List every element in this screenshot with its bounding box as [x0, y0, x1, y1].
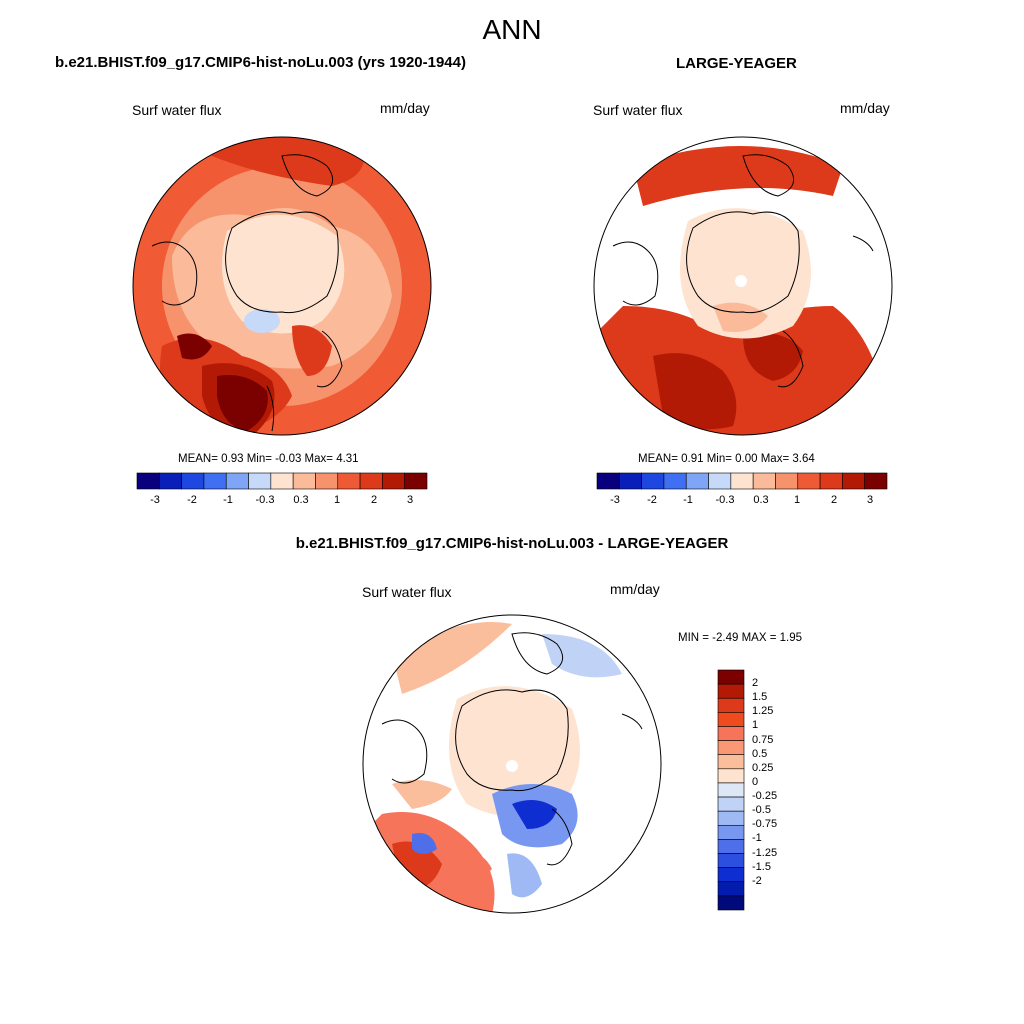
panel2-colorbar-swatch — [752, 472, 776, 490]
panel3-colorbar-swatch — [717, 824, 745, 840]
panel3-title: b.e21.BHIST.f09_g17.CMIP6-hist-noLu.003 … — [295, 535, 729, 552]
panel1-colorbar-swatch — [382, 472, 405, 490]
panel1-colorbar — [136, 472, 428, 490]
panel2-colorbar-swatch — [842, 472, 865, 490]
panel3-colorbar-swatch — [717, 853, 745, 868]
panel1-colorbar-labels: -3 -2 -1 -0.3 0.3 1 2 3 — [137, 494, 427, 510]
panel2-colorbar-swatch — [685, 472, 709, 490]
panel3-colorbar-swatch — [717, 810, 745, 826]
panel1-colorbar-tick-label: 3 — [406, 494, 414, 506]
panel3-colorbar-swatch — [717, 839, 745, 854]
panel2-colorbar-tick-label: 3 — [866, 494, 874, 506]
panel3-stats: MIN = -2.49 MAX = 1.95 — [678, 632, 803, 644]
panel3-colorbar-tick-label: -0.75 — [752, 818, 778, 831]
panel3-polar-map — [362, 614, 662, 914]
panel3-colorbar-swatch — [717, 796, 745, 812]
panel1-title: b.e21.BHIST.f09_g17.CMIP6-hist-noLu.003 … — [55, 54, 466, 71]
panel2-colorbar-swatch — [730, 472, 754, 490]
panel3-colorbar-swatch — [717, 754, 745, 770]
panel1-colorbar-tick-label: -3 — [150, 494, 160, 506]
panel3-colorbar-tick-label: -2 — [752, 874, 762, 887]
panel2-colorbar-tick-label: 1 — [793, 494, 801, 506]
panel3-colorbar-swatch — [717, 697, 745, 713]
panel3-colorbar — [717, 669, 745, 911]
panel3-colorbar-tick-label: 0.25 — [752, 761, 774, 774]
panel3-colorbar-tick-label: 1.25 — [752, 705, 774, 718]
panel3-colorbar-swatch — [717, 712, 745, 727]
panel2-colorbar-swatch — [708, 472, 732, 490]
panel3-colorbar-swatch — [717, 740, 745, 756]
panel3-colorbar-swatch — [717, 683, 745, 699]
panel2-colorbar-labels: -3 -2 -1 -0.3 0.3 1 2 3 — [597, 494, 887, 510]
panel2-colorbar-tick-label: -2 — [647, 494, 657, 506]
panel1-polar-map — [132, 136, 432, 436]
panel2-colorbar-swatch — [641, 472, 665, 490]
panel3-colorbar-labels: 2 1.5 1.25 1 0.75 0.5 0.25 0 -0.25 -0.5 -0.75 -1 -1.… — [752, 670, 812, 910]
panel3-colorbar-tick-label: 1 — [752, 719, 759, 732]
panel1-colorbar-swatch — [248, 472, 272, 490]
panel2-colorbar-swatch — [619, 472, 642, 490]
panel2-title: LARGE-YEAGER — [676, 55, 797, 72]
panel3-colorbar-tick-label: -0.25 — [752, 790, 778, 803]
panel3-colorbar-swatch — [717, 867, 745, 883]
panel2-colorbar-swatch — [864, 472, 888, 490]
panel3-colorbar-tick-label: 0 — [752, 775, 759, 788]
panel3-colorbar-tick-label: 0.75 — [752, 733, 774, 746]
panel2-colorbar-swatch — [775, 472, 799, 490]
panel2-colorbar-swatch — [797, 472, 821, 490]
panel2-colorbar-tick-label: -0.3 — [715, 494, 735, 506]
panel1-colorbar-swatch — [337, 472, 361, 490]
panel3-colorbar-swatch — [717, 895, 745, 911]
panel1-colorbar-swatch — [136, 472, 160, 490]
panel2-colorbar-swatch — [819, 472, 843, 490]
panel1-colorbar-swatch — [159, 472, 182, 490]
panel1-colorbar-swatch — [225, 472, 249, 490]
panel3-colorbar-swatch — [717, 726, 745, 741]
panel2-colorbar-tick-label: 2 — [830, 494, 838, 506]
panel3-colorbar-tick-label: -1 — [752, 832, 762, 845]
panel3-colorbar-swatch — [717, 881, 745, 897]
panel1-stats: MEAN= 0.93 Min= -0.03 Max= 4.31 — [178, 453, 359, 465]
panel3-units-label: mm/day — [610, 581, 660, 597]
panel3-colorbar-tick-label: 0.5 — [752, 747, 768, 760]
panel3-colorbar-tick-label: -1.25 — [752, 846, 778, 859]
panel2-colorbar — [596, 472, 888, 490]
panel1-colorbar-swatch — [181, 472, 205, 490]
panel2-variable-label: Surf water flux — [593, 102, 683, 118]
panel3-variable-label: Surf water flux — [362, 584, 452, 600]
panel1-colorbar-swatch — [404, 472, 428, 490]
panel1-units-label: mm/day — [380, 100, 430, 116]
panel2-colorbar-tick-label: 0.3 — [753, 494, 769, 506]
panel2-polar-map — [593, 136, 893, 436]
panel1-colorbar-swatch — [292, 472, 316, 490]
panel2-colorbar-tick-label: -1 — [683, 494, 693, 506]
panel1-colorbar-tick-label: 1 — [333, 494, 341, 506]
panel1-variable-label: Surf water flux — [132, 102, 222, 118]
panel3-colorbar-tick-label: 1.5 — [752, 691, 768, 704]
panel3-colorbar-tick-label: -0.5 — [752, 804, 771, 817]
panel2-colorbar-swatch — [596, 472, 620, 490]
panel1-colorbar-swatch — [270, 472, 294, 490]
panel1-colorbar-swatch — [203, 472, 227, 490]
panel1-colorbar-tick-label: -0.3 — [255, 494, 275, 506]
panel2-units-label: mm/day — [840, 100, 890, 116]
panel3-colorbar-swatch — [717, 669, 745, 685]
panel3-colorbar-tick-label: 2 — [752, 677, 759, 690]
panel1-colorbar-tick-label: 2 — [370, 494, 378, 506]
panel3-colorbar-swatch — [717, 782, 745, 798]
panel1-colorbar-swatch — [359, 472, 383, 490]
panel1-colorbar-tick-label: -1 — [223, 494, 233, 506]
panel2-stats: MEAN= 0.91 Min= 0.00 Max= 3.64 — [638, 453, 815, 465]
panel3-colorbar-tick-label: -1.5 — [752, 860, 771, 873]
panel1-colorbar-tick-label: -2 — [187, 494, 197, 506]
main-title: ANN — [482, 14, 542, 45]
panel1-colorbar-swatch — [315, 472, 339, 490]
panel3-colorbar-swatch — [717, 768, 745, 784]
panel1-colorbar-tick-label: 0.3 — [293, 494, 309, 506]
panel2-colorbar-tick-label: -3 — [610, 494, 620, 506]
panel2-colorbar-swatch — [663, 472, 687, 490]
